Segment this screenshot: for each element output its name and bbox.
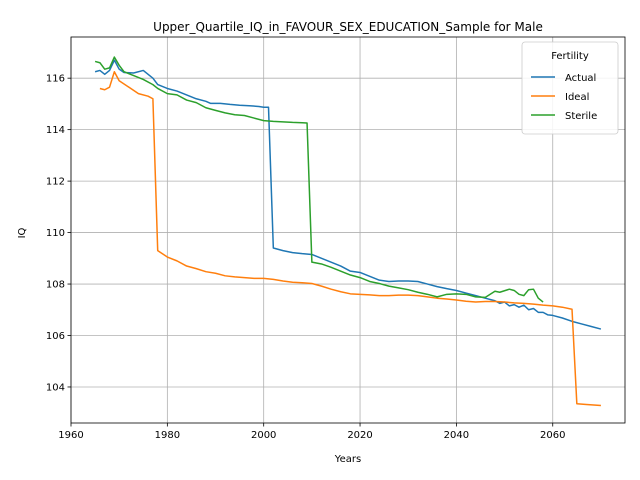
legend-title: Fertility: [551, 51, 589, 62]
x-tick-label: 2040: [444, 430, 469, 441]
y-tick-label: 106: [46, 331, 65, 342]
x-axis-label: Years: [334, 454, 361, 465]
x-tick-label: 1980: [155, 430, 180, 441]
axis-ticks: 1960 1980 2000 2020 2040 2060 104 106 108 110 112 1…: [46, 74, 566, 441]
legend-label-ideal: Ideal: [565, 92, 589, 103]
y-tick-label: 108: [46, 280, 65, 291]
x-tick-label: 2020: [347, 430, 372, 441]
y-tick-label: 110: [46, 228, 65, 239]
series-lines: [94, 56, 602, 407]
y-tick-label: 114: [46, 125, 65, 136]
legend-label-sterile: Sterile: [565, 111, 597, 122]
series-line-ideal: [99, 70, 601, 407]
y-tick-label: 112: [46, 177, 65, 188]
y-tick-label: 116: [46, 74, 65, 85]
chart-title: Upper_Quartile_IQ_in_FAVOUR_SEX_EDUCATIO…: [153, 20, 543, 34]
x-tick-label: 2000: [251, 430, 276, 441]
series-line-actual: [94, 59, 602, 330]
series-line-sterile: [94, 56, 544, 303]
legend: Fertility Actual Ideal Sterile: [521, 41, 619, 135]
y-axis-label: IQ: [17, 227, 28, 238]
legend-box: [521, 41, 619, 135]
plot-frame: [70, 36, 626, 424]
x-tick-label: 1960: [58, 430, 83, 441]
y-tick-label: 104: [46, 382, 65, 393]
legend-label-actual: Actual: [565, 73, 596, 84]
x-tick-label: 2060: [540, 430, 565, 441]
